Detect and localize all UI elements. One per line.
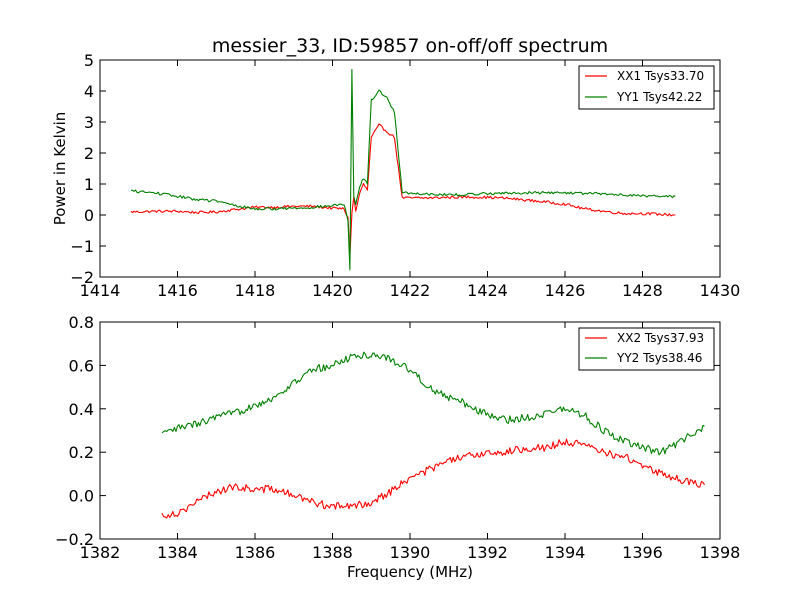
bottom-chart-ytick-label: 0.2 <box>69 443 94 462</box>
bottom-chart-xlabel: Frequency (MHz) <box>347 563 473 581</box>
bottom-chart-series-line <box>161 438 705 519</box>
top-chart-lines <box>130 68 676 271</box>
bottom-chart-xtick-label: 1394 <box>545 543 586 562</box>
bottom-chart-xtick-label: 1392 <box>467 543 508 562</box>
top-chart-ytick-label: 0 <box>84 206 94 225</box>
top-chart-xtick-label: 1420 <box>312 281 353 300</box>
legend-label-xx2: XX2 Tsys37.93 <box>617 331 704 345</box>
top-chart-xtick-label: 1416 <box>157 281 198 300</box>
top-chart-ytick-label: 5 <box>84 51 94 70</box>
bottom-chart-lines <box>161 351 705 519</box>
top-chart: messier_33, ID:59857 on-off/off spectrum… <box>51 35 740 300</box>
bottom-chart-legend-box <box>578 327 715 371</box>
bottom-chart-ytick-label: 0.4 <box>69 400 94 419</box>
top-chart-title: messier_33, ID:59857 on-off/off spectrum <box>212 35 608 57</box>
top-chart-xtick-label: 1430 <box>700 281 741 300</box>
bottom-chart-plot-frame <box>99 321 721 540</box>
bottom-chart-ytick-label: 0.6 <box>69 356 94 375</box>
top-chart-ytick-label: 2 <box>84 144 94 163</box>
top-chart-plot-frame <box>99 59 721 278</box>
legend-label-yy1: YY1 Tsys42.22 <box>616 90 702 104</box>
top-chart-ytick-label: 3 <box>84 113 94 132</box>
top-chart-xtick-label: 1428 <box>622 281 663 300</box>
top-chart-xtick-label: 1418 <box>235 281 276 300</box>
top-chart-ylabel: Power in Kelvin <box>51 112 69 226</box>
bottom-chart-xtick-label: 1396 <box>622 543 663 562</box>
top-chart-ticks: 1414 1416 1418 1420 1422 1424 1426 1428 1430−2−1… <box>70 51 740 300</box>
bottom-chart-legend: XX2 Tsys37.93 YY2 Tsys38.46 <box>578 327 715 371</box>
bottom-chart-xtick-label: 1388 <box>312 543 353 562</box>
legend-label-yy2: YY2 Tsys38.46 <box>616 351 702 365</box>
top-chart-ytick-label: −1 <box>70 237 94 256</box>
bottom-chart-xtick-label: 1384 <box>157 543 198 562</box>
top-chart-series-line <box>130 68 676 271</box>
bottom-chart-xtick-label: 1382 <box>80 543 121 562</box>
bottom-chart-ytick-label: 0.8 <box>69 313 94 332</box>
top-chart-xtick-label: 1424 <box>467 281 508 300</box>
top-chart-series-line <box>130 123 676 257</box>
top-chart-xtick-label: 1422 <box>390 281 431 300</box>
bottom-chart-xtick-label: 1390 <box>390 543 431 562</box>
top-chart-legend: XX1 Tsys33.70 YY1 Tsys42.22 <box>578 65 715 110</box>
top-chart-ytick-label: −2 <box>70 268 94 287</box>
top-chart-xtick-label: 1426 <box>545 281 586 300</box>
top-chart-xtick-label: 1414 <box>80 281 121 300</box>
top-chart-legend-box <box>578 65 715 110</box>
bottom-chart-xtick-label: 1398 <box>700 543 741 562</box>
bottom-chart-ticks: 1382 1384 1386 1388 1390 1392 1394 1396 1398 −0.2… <box>55 313 740 562</box>
bottom-chart-xtick-label: 1386 <box>235 543 276 562</box>
bottom-chart-ytick-label: −0.2 <box>55 530 94 549</box>
bottom-chart: 1382 1384 1386 1388 1390 1392 1394 1396 1398 −0.2… <box>55 313 740 581</box>
bottom-chart-series-line <box>161 351 705 456</box>
top-chart-ytick-label: 4 <box>84 82 94 101</box>
top-chart-ytick-label: 1 <box>84 175 94 194</box>
legend-label-xx1: XX1 Tsys33.70 <box>617 69 704 83</box>
bottom-chart-ytick-label: 0.0 <box>69 487 94 506</box>
